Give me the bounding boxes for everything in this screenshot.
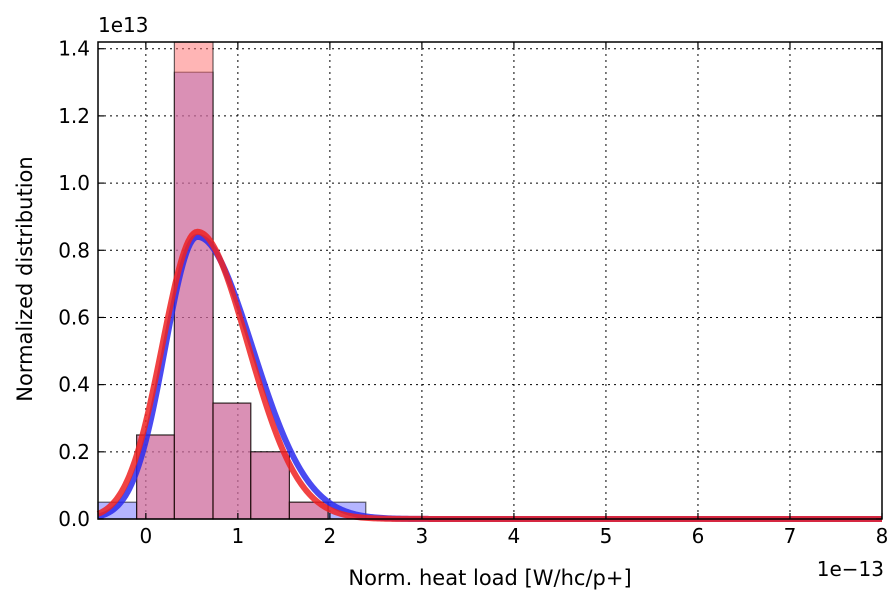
- y-tick-label-3: 0.6: [58, 305, 90, 329]
- y-tick-label-1: 0.2: [58, 440, 90, 464]
- x-tick-label-8: 8: [876, 524, 889, 548]
- histogram-bars: [97, 41, 367, 520]
- x-tick-labels: 0 1 2 3 4 5 6 7 8: [139, 524, 888, 548]
- y-axis-label: Normalized distribution: [13, 156, 37, 401]
- x-tick-label-4: 4: [508, 524, 521, 548]
- x-tick-label-7: 7: [784, 524, 797, 548]
- histogram-1-bar-3: [212, 402, 252, 520]
- x-tick-label-3: 3: [416, 524, 429, 548]
- x-tick-label-6: 6: [692, 524, 705, 548]
- tick-marks: [98, 42, 883, 520]
- y-tick-labels: 0.0 0.2 0.4 0.6 0.8 1.0 1.2 1.4: [58, 37, 90, 531]
- y-offset-label: 1e13: [98, 13, 148, 37]
- x-offset-label: 1e−13: [817, 557, 884, 581]
- y-tick-label-5: 1.0: [58, 171, 90, 195]
- y-tick-label-7: 1.4: [58, 37, 90, 61]
- y-tick-label-6: 1.2: [58, 104, 90, 128]
- x-axis-label: Norm. heat load [W/hc/p+]: [348, 566, 631, 590]
- histogram-1-bar-4: [250, 451, 290, 520]
- y-tick-label-0: 0.0: [58, 507, 90, 531]
- x-tick-label-5: 5: [600, 524, 613, 548]
- y-tick-label-2: 0.4: [58, 373, 90, 397]
- x-tick-label-1: 1: [232, 524, 245, 548]
- x-tick-label-2: 2: [324, 524, 337, 548]
- x-tick-label-0: 0: [139, 524, 152, 548]
- y-tick-label-4: 0.8: [58, 238, 90, 262]
- histogram-1-bar-1: [136, 434, 175, 520]
- plot-frame: [97, 41, 883, 520]
